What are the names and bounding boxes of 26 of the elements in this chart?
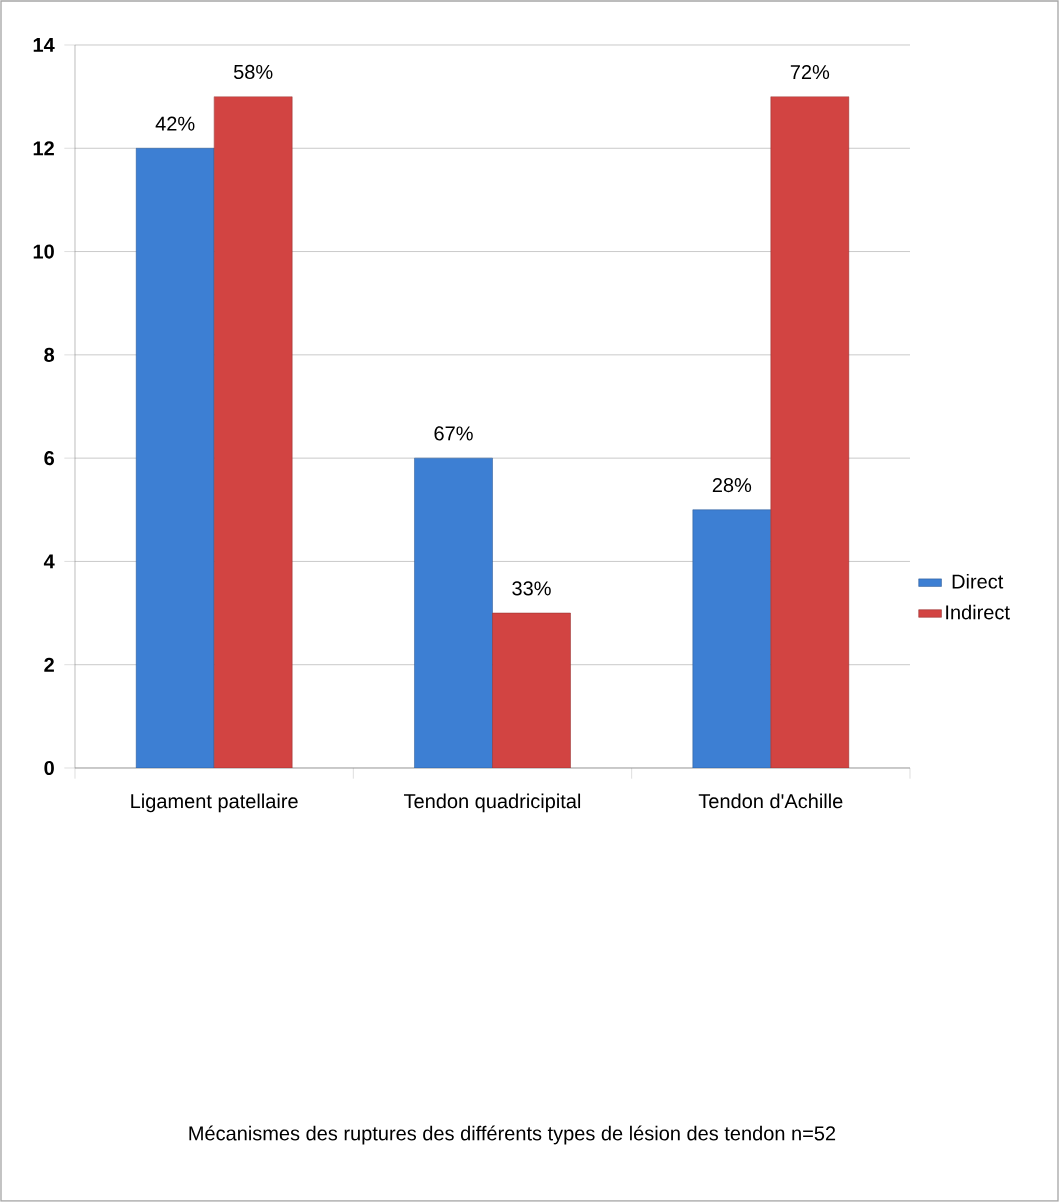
- bar: [414, 457, 493, 768]
- y-tick-label: 12: [33, 141, 54, 156]
- text: Mécanismes des ruptures des différents types de lésion des tendon n=52: [189, 1125, 836, 1145]
- bar: [135, 148, 215, 768]
- x-tick-label: Ligament patellaire: [131, 793, 298, 813]
- y-tick-label: 14: [33, 38, 55, 52]
- bar: [213, 96, 293, 768]
- x-tick-label: Tendon quadricipital: [403, 793, 581, 813]
- annotation: 42%: [155, 116, 195, 131]
- bar: [692, 509, 772, 768]
- y-tick-label: 10: [33, 244, 54, 259]
- legend-label: Indirect: [946, 604, 1010, 620]
- y-tick-label: 8: [44, 347, 55, 362]
- y-tick-label: 6: [44, 451, 54, 466]
- annotation: 33%: [512, 581, 551, 596]
- legend-label: Direct: [952, 573, 1004, 589]
- bar: [492, 612, 571, 768]
- annotation: 28%: [712, 478, 752, 493]
- x-tick-label: Tendon d'Achille: [698, 793, 843, 809]
- annotation: 67%: [434, 426, 473, 441]
- annotation: 72%: [790, 64, 830, 80]
- y-tick-label: 0: [44, 760, 54, 776]
- y-tick-label: 4: [43, 554, 55, 569]
- y-tick-label: 2: [44, 657, 54, 672]
- bar: [770, 96, 850, 768]
- annotation: 58%: [233, 64, 273, 80]
